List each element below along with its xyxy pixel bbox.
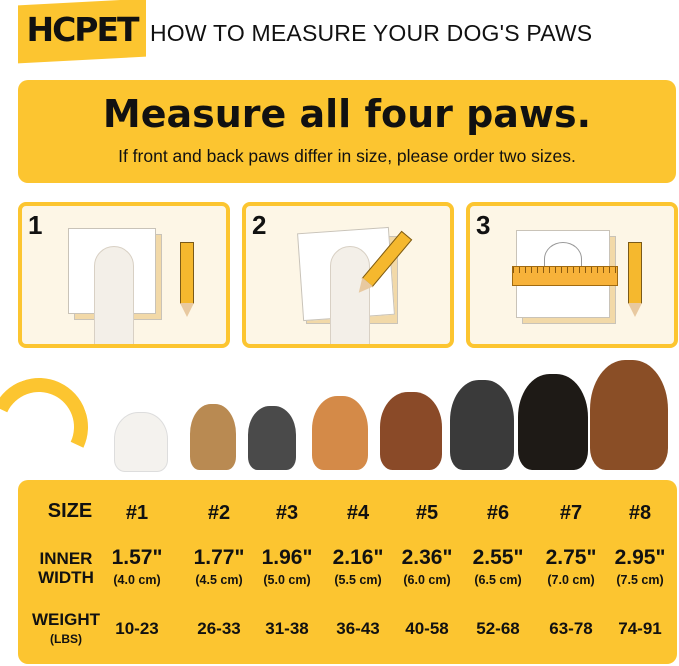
pencil-icon [180, 242, 194, 317]
banner-subheading: If front and back paws differ in size, p… [118, 146, 576, 166]
size-6-weight: 52-68 [476, 619, 520, 638]
size-chart-table [18, 480, 677, 664]
size-6-cm: (6.5 cm) [474, 573, 522, 587]
size-5-cm: (6.0 cm) [403, 573, 451, 587]
dog-image-size-6 [450, 380, 514, 470]
dog-image-size-8 [590, 360, 668, 470]
size-3-weight: 31-38 [265, 619, 309, 638]
decorative-swoosh-icon [0, 364, 102, 490]
size-8-weight: 74-91 [618, 619, 662, 638]
pencil-icon [628, 242, 642, 317]
size-4-inch: 2.16" [332, 546, 384, 569]
size-8-size: #8 [628, 502, 652, 524]
page-title: HOW TO MEASURE YOUR DOG'S PAWS [150, 20, 593, 46]
size-7-cm: (7.0 cm) [547, 573, 595, 587]
inner-width-label-line2: WIDTH [38, 568, 94, 587]
size-7-weight: 63-78 [549, 619, 593, 638]
size-2-weight: 26-33 [197, 619, 241, 638]
size-5-weight: 40-58 [405, 619, 449, 638]
size-3-size: #3 [275, 502, 299, 524]
step-3-card: 3 [466, 202, 678, 348]
size-5-inch: 2.36" [401, 546, 453, 569]
size-2-cm: (4.5 cm) [195, 573, 243, 587]
dog-image-size-4 [312, 396, 368, 470]
step-number: 1 [28, 210, 43, 240]
size-1-cm: (4.0 cm) [113, 573, 161, 587]
size-1-weight: 10-23 [115, 619, 159, 638]
step-number: 2 [252, 210, 267, 240]
size-1-inch: 1.57" [111, 546, 163, 569]
size-3-cm: (5.0 cm) [263, 573, 311, 587]
step-number: 3 [476, 210, 491, 240]
banner-heading: Measure all four paws. [102, 92, 592, 136]
size-6-size: #6 [486, 502, 510, 524]
weight-unit-label: (LBS) [50, 632, 82, 646]
step-2-card: 2 [242, 202, 454, 348]
dog-paw-icon [94, 246, 134, 344]
brand-logo: HCPET [26, 10, 139, 49]
instruction-banner [18, 80, 676, 183]
size-2-size: #2 [207, 502, 231, 524]
size-8-inch: 2.95" [614, 546, 666, 569]
size-6-inch: 2.55" [472, 546, 524, 569]
size-2-inch: 1.77" [193, 546, 245, 569]
size-row-label: SIZE [47, 500, 93, 522]
size-8-cm: (7.5 cm) [616, 573, 664, 587]
size-4-weight: 36-43 [336, 619, 380, 638]
size-1-size: #1 [125, 502, 149, 524]
size-4-size: #4 [346, 502, 370, 524]
size-3-inch: 1.96" [261, 546, 313, 569]
dog-image-size-1 [114, 412, 168, 472]
size-7-inch: 2.75" [545, 546, 597, 569]
inner-width-label-line1: INNER [39, 549, 93, 568]
ruler-icon [512, 266, 618, 286]
dog-image-size-2 [190, 404, 236, 470]
dog-image-size-5 [380, 392, 442, 470]
weight-label: WEIGHT [32, 610, 100, 629]
dog-image-size-3 [248, 406, 296, 470]
size-5-size: #5 [415, 502, 439, 524]
size-7-size: #7 [559, 502, 583, 524]
size-4-cm: (5.5 cm) [334, 573, 382, 587]
dog-image-size-7 [518, 374, 588, 470]
step-1-card: 1 [18, 202, 230, 348]
